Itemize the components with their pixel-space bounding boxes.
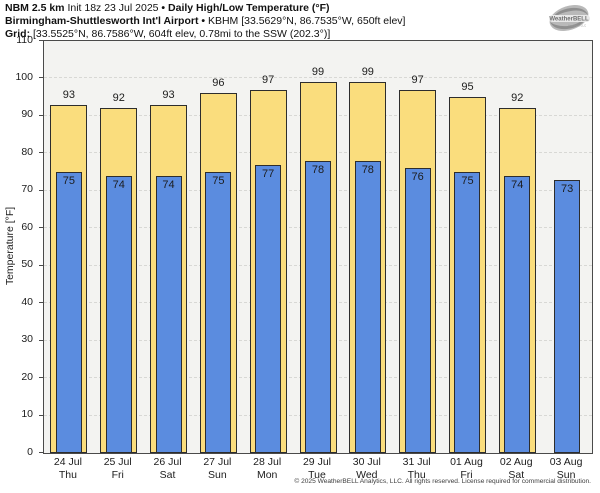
weatherbell-logo: WeatherBELL Analytics LLC	[549, 5, 590, 31]
low-bar	[404, 168, 431, 453]
y-tick	[39, 77, 43, 79]
y-tick	[39, 377, 43, 379]
low-value-label: 76	[411, 171, 424, 184]
y-axis: 0 10 20 30 40 50 60 70 80 90 100 110	[0, 34, 43, 457]
y-tick-label: 60	[21, 220, 33, 233]
low-value-label: 74	[112, 178, 125, 191]
y-tick	[39, 264, 43, 266]
title-line: NBM 2.5 km Init 18z 23 Jul 2025 • Daily …	[5, 2, 405, 15]
low-bar	[155, 175, 182, 453]
x-tick-label: 01 Aug Fri	[450, 456, 483, 481]
bullet-separator: •	[161, 2, 169, 14]
gridline	[44, 77, 592, 79]
init-time: Init 18z 23 Jul 2025	[67, 2, 162, 14]
high-value-label: 99	[311, 66, 325, 79]
x-tick-label: 28 Jul Mon	[253, 456, 282, 481]
low-bar	[504, 175, 531, 453]
y-tick	[39, 152, 43, 154]
x-tick-label: 02 Aug Sat	[499, 456, 533, 481]
high-value-label: 96	[212, 77, 225, 90]
low-bar	[554, 179, 581, 453]
x-tick-label: 29 Jul Tue	[302, 456, 331, 481]
y-tick-label: 70	[21, 183, 33, 196]
station-line: Birmingham-Shuttlesworth Int'l Airport •…	[5, 15, 405, 28]
y-tick-label: 50	[21, 258, 33, 271]
y-tick	[39, 189, 43, 191]
x-tick-label: 25 Jul Fri	[103, 456, 132, 481]
chart-header: NBM 2.5 km Init 18z 23 Jul 2025 • Daily …	[5, 2, 405, 40]
y-tick-label: 30	[21, 333, 33, 346]
station-meta: KBHM [33.5629°N, 86.7535°W, 650ft elev]	[207, 14, 406, 27]
y-tick-label: 100	[15, 70, 33, 83]
low-bar	[454, 172, 481, 453]
y-tick	[39, 227, 43, 229]
plot-area: 93 75 92 74 93 74 96 75 97 77 99 78 99 78 97 76 95 75 92 74…	[43, 40, 593, 454]
copyright-text: © 2025 WeatherBELL Analytics, LLC. All r…	[294, 478, 591, 485]
x-tick-label: 31 Jul Thu	[402, 456, 431, 481]
x-tick-label: 27 Jul Sun	[203, 456, 232, 481]
grid-line: Grid: [33.5525°N, 86.7586°W, 604ft elev,…	[5, 28, 405, 41]
high-value-label: 97	[262, 73, 275, 86]
logo-sub-text: Analytics LLC	[568, 24, 587, 28]
high-value-label: 95	[461, 81, 474, 94]
high-value-label: 99	[361, 66, 374, 79]
y-tick-label: 40	[21, 295, 33, 308]
high-value-label: 93	[62, 88, 76, 101]
y-tick-label: 0	[27, 445, 33, 458]
y-tick	[39, 452, 43, 453]
high-value-label: 92	[511, 92, 524, 105]
y-tick-label: 90	[21, 108, 33, 121]
x-tick-label: 30 Jul Wed	[352, 456, 381, 481]
grid-label: Grid:	[5, 27, 33, 40]
y-tick	[39, 40, 43, 41]
low-value-label: 78	[311, 163, 325, 176]
product-title: Daily High/Low Temperature (°F)	[168, 2, 330, 14]
x-tick-label: 26 Jul Sat	[153, 456, 182, 481]
low-value-label: 74	[162, 178, 175, 191]
logo-brand-text: WeatherBELL	[549, 17, 589, 23]
y-tick	[39, 302, 43, 304]
y-tick-label: 80	[21, 145, 33, 158]
low-value-label: 74	[511, 178, 524, 191]
swirl-icon	[549, 5, 590, 31]
x-axis: 24 Jul Thu 25 Jul Fri 26 Jul Sat 27 Jul Sun…	[43, 456, 591, 484]
y-tick	[39, 339, 43, 341]
low-bar	[205, 172, 232, 453]
x-tick-label: 03 Aug Sun	[549, 456, 583, 481]
y-tick-label: 110	[16, 33, 33, 46]
y-tick-label: 10	[21, 408, 33, 421]
low-value-label: 78	[361, 163, 374, 176]
low-value-label: 75	[461, 175, 474, 188]
high-value-label: 92	[112, 92, 125, 105]
y-tick	[39, 414, 43, 416]
y-axis-title: Temperature [°F]	[4, 206, 16, 286]
low-value-label: 77	[262, 167, 275, 180]
high-value-label: 97	[411, 73, 424, 86]
y-tick	[39, 114, 43, 116]
high-value-label: 93	[162, 88, 175, 101]
station-name: Birmingham-Shuttlesworth Int'l Airport	[5, 14, 202, 27]
grid-meta: [33.5525°N, 86.7586°W, 604ft elev, 0.78m…	[33, 27, 331, 40]
bullet-separator: •	[201, 14, 208, 27]
low-bar	[255, 164, 282, 453]
y-tick-label: 20	[21, 370, 33, 383]
low-value-label: 73	[560, 182, 574, 195]
low-bar	[354, 160, 381, 453]
model-name: NBM 2.5 km	[5, 2, 68, 14]
low-bar	[55, 172, 82, 453]
low-value-label: 75	[212, 175, 225, 188]
x-tick-label: 24 Jul Thu	[53, 456, 82, 481]
low-bar	[305, 160, 331, 453]
low-bar	[105, 175, 132, 453]
low-value-label: 75	[62, 175, 76, 188]
